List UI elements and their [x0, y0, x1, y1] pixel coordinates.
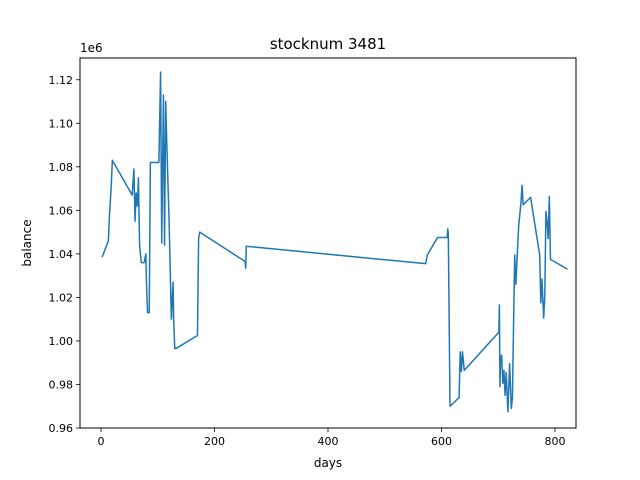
- x-axis-label: days: [314, 456, 342, 470]
- series-line: [101, 71, 568, 413]
- x-tick-label: 800: [545, 435, 566, 448]
- y-axis-ticks: 0.96 0.98 1.00 1.02 1.04 1.06 1.08 1.10 1.12: [49, 74, 80, 435]
- x-tick-label: 600: [431, 435, 452, 448]
- y-tick-label: 1.08: [49, 161, 74, 174]
- y-tick-label: 1.04: [49, 248, 74, 261]
- y-tick-label: 1.06: [49, 204, 74, 217]
- y-tick-label: 0.98: [49, 378, 74, 391]
- y-axis-label: balance: [20, 219, 34, 266]
- y-tick-label: 0.96: [49, 422, 74, 435]
- plot-area-background: [80, 58, 576, 428]
- y-tick-label: 1.10: [49, 117, 74, 130]
- x-tick-label: 400: [318, 435, 339, 448]
- x-tick-label: 0: [97, 435, 104, 448]
- y-offset-label: 1e6: [80, 41, 103, 55]
- x-tick-label: 200: [204, 435, 225, 448]
- y-tick-label: 1.00: [49, 335, 74, 348]
- y-tick-label: 1.12: [49, 74, 74, 87]
- y-tick-label: 1.02: [49, 291, 74, 304]
- chart-title: stocknum 3481: [270, 35, 386, 53]
- x-axis-ticks: 0 200 400 600 800: [97, 428, 566, 448]
- series-line-group: [101, 71, 568, 413]
